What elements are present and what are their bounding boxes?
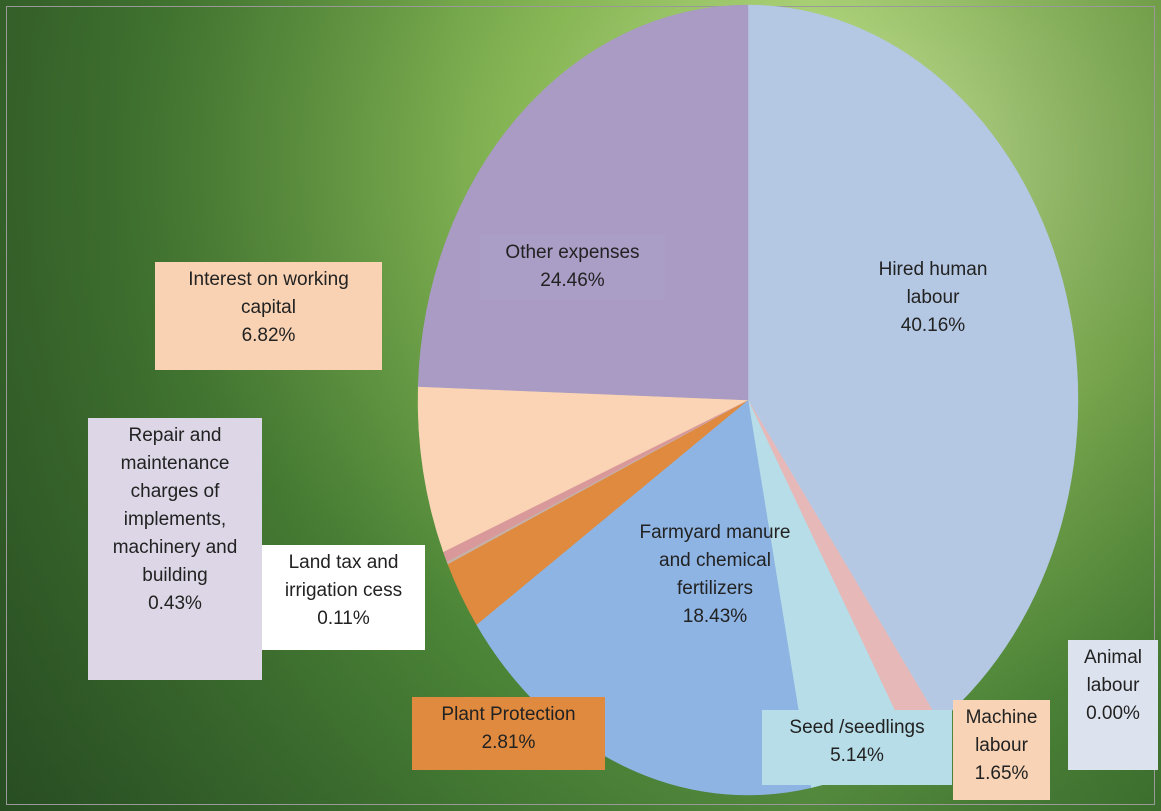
label-value: 6.82% <box>161 322 376 350</box>
label-value: 18.43% <box>636 603 794 631</box>
label-value: 2.81% <box>418 729 599 757</box>
label-category: Interest on working capital <box>161 266 376 322</box>
label-value: 1.65% <box>959 760 1044 788</box>
label-value: 0.11% <box>268 605 419 633</box>
label-value: 24.46% <box>486 267 659 295</box>
label-category: Plant Protection <box>418 701 599 729</box>
pie-chart <box>0 0 1161 811</box>
slice-label: Farmyard manure and chemical fertilizers… <box>630 515 800 685</box>
label-value: 5.14% <box>768 742 946 770</box>
label-value: 40.16% <box>854 312 1012 340</box>
pie-slice <box>418 5 748 400</box>
label-category: Seed /seedlings <box>768 714 946 742</box>
label-category: Machine labour <box>959 704 1044 760</box>
chart-page: Hired human labour40.16% Animal labour0.0… <box>0 0 1161 811</box>
label-category: Repair and maintenance charges of implem… <box>94 422 256 590</box>
label-category: Animal labour <box>1074 644 1152 700</box>
label-value: 0.43% <box>94 590 256 618</box>
slice-label: Repair and maintenance charges of implem… <box>88 418 262 680</box>
label-category: Farmyard manure and chemical fertilizers <box>636 519 794 603</box>
label-category: Hired human labour <box>854 256 1012 312</box>
label-category: Other expenses <box>486 239 659 267</box>
label-category: Land tax and irrigation cess <box>268 549 419 605</box>
label-value: 0.00% <box>1074 700 1152 728</box>
